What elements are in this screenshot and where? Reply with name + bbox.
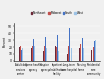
- Bar: [20, 46, 21, 61]
- Bar: [79, 48, 80, 61]
- Bar: [82, 38, 83, 61]
- Bar: [56, 47, 57, 61]
- Bar: [45, 37, 46, 61]
- Bar: [55, 46, 56, 61]
- Bar: [19, 47, 20, 61]
- Bar: [71, 48, 72, 61]
- Bar: [44, 46, 45, 61]
- Bar: [68, 46, 69, 61]
- Bar: [43, 50, 44, 61]
- Bar: [34, 46, 35, 61]
- Bar: [33, 39, 34, 61]
- Bar: [32, 46, 33, 61]
- Bar: [22, 48, 23, 61]
- Bar: [83, 48, 84, 61]
- Bar: [93, 47, 94, 61]
- Bar: [69, 28, 70, 61]
- Bar: [80, 44, 81, 61]
- Bar: [57, 35, 58, 61]
- Bar: [94, 41, 95, 61]
- Bar: [21, 50, 22, 61]
- Y-axis label: Percent: Percent: [3, 36, 7, 47]
- Bar: [95, 40, 96, 61]
- Bar: [46, 48, 47, 61]
- Bar: [67, 54, 68, 61]
- Bar: [58, 50, 59, 61]
- Legend: Northeast, Midwest, South, West: Northeast, Midwest, South, West: [30, 11, 84, 15]
- Bar: [31, 48, 32, 61]
